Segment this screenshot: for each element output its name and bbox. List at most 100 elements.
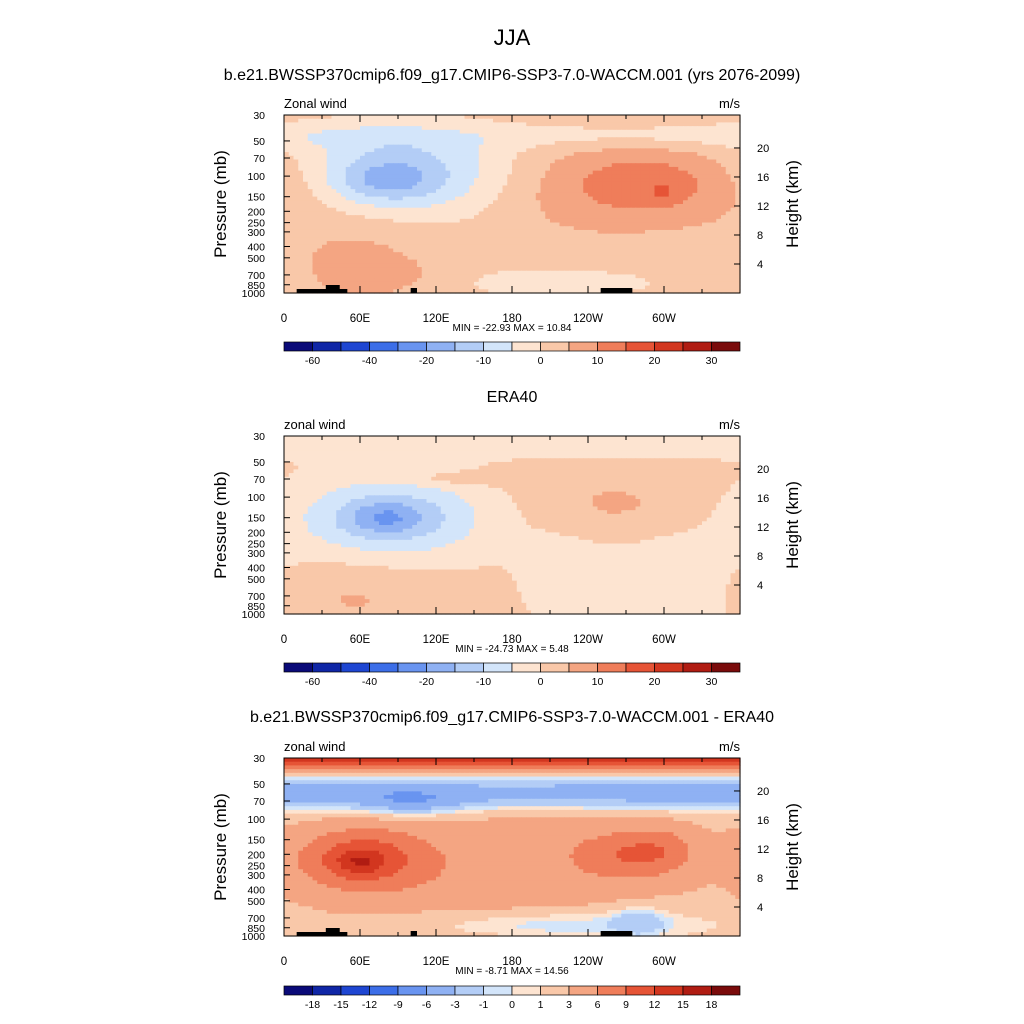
field-cell [307,181,314,187]
field-cell [611,267,618,272]
field-cell [554,443,561,448]
field-cell [345,140,352,146]
field-cell [326,267,333,272]
field-cell [616,140,622,146]
field-cell [431,122,437,127]
field-cell [369,200,375,205]
field-cell [417,252,423,257]
field-cell [683,159,689,164]
field-cell [455,129,461,135]
field-cell [450,200,456,205]
field-cell [440,226,447,231]
field-cell [307,163,314,168]
field-cell [383,148,390,153]
field-cell [436,166,442,172]
field-cell [341,274,347,279]
field-cell [345,285,352,290]
field-cell [554,140,561,146]
field-cell [559,118,565,124]
field-cell [383,233,390,238]
field-cell [578,439,584,445]
colorbar-box [312,341,342,352]
field-cell [436,140,442,146]
field-cell [355,174,361,179]
field-cell [507,274,513,279]
field-cell [379,204,385,209]
field-cell [317,181,323,187]
min-max-stats: MIN = -22.93 MAX = 10.84 [453,323,572,334]
field-cell [630,181,637,187]
field-cell [516,170,523,175]
field-cell [626,148,632,153]
field-cell [421,196,428,201]
field-cell [502,237,508,242]
field-cell [450,204,456,209]
field-cell [360,174,366,179]
field-cell [649,152,656,157]
field-cell [402,278,409,283]
field-cell [393,285,399,290]
field-cell [307,285,314,290]
field-cell [683,133,689,138]
field-cell [293,204,299,209]
field-cell [369,196,375,201]
field-cell [478,178,485,183]
field-cell [284,159,290,164]
field-cell [417,181,423,187]
field-cell [374,122,380,127]
field-cell [303,159,309,164]
field-cell [607,170,613,175]
field-cell [559,178,565,183]
field-cell [578,178,584,183]
field-cell [407,237,413,242]
field-cell [379,439,385,445]
field-cell [659,159,665,164]
field-cell [379,185,385,190]
field-cell [597,263,603,268]
field-cell [341,439,347,445]
field-cell [431,129,437,135]
field-cell [602,241,608,246]
field-cell [735,237,741,242]
field-cell [687,163,694,168]
field-cell [421,443,428,448]
field-cell [393,200,399,205]
field-cell [540,126,546,131]
field-cell [716,270,722,276]
field-cell [540,178,546,183]
field-cell [668,148,675,153]
field-cell [626,144,632,149]
field-cell [284,181,290,187]
field-cell [635,166,641,172]
field-cell [331,229,337,235]
field-cell [588,166,594,172]
field-cell [288,178,295,183]
field-cell [421,144,428,149]
field-cell [364,196,371,201]
field-cell [640,204,646,209]
field-cell [293,166,299,172]
field-cell [516,192,523,198]
field-cell [393,207,399,213]
field-cell [521,259,527,264]
field-cell [569,267,575,272]
field-cell [668,270,675,276]
field-cell [426,144,432,149]
field-cell [616,200,622,205]
field-cell [369,285,375,290]
field-cell [488,144,494,149]
field-cell [649,229,656,235]
field-cell [421,439,428,445]
field-cell [630,115,637,120]
field-cell [588,285,594,290]
field-cell [360,148,366,153]
field-cell [659,281,665,287]
field-cell [379,118,385,124]
field-cell [464,274,470,279]
field-cell [526,248,532,253]
field-cell [445,192,451,198]
field-cell [455,178,461,183]
field-cell [303,281,309,287]
field-cell [683,267,689,272]
field-cell [388,140,394,146]
